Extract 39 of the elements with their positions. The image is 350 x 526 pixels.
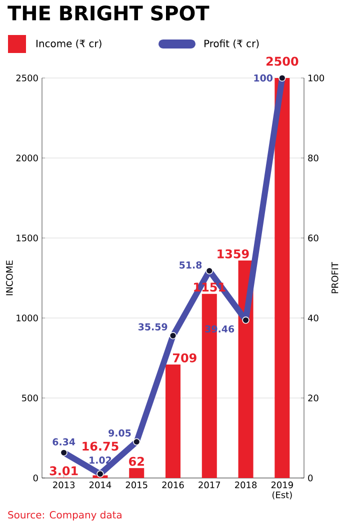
x-tick-label: 2017: [198, 482, 220, 488]
data-label: 709: [172, 353, 196, 362]
y2-tick-label: 20: [308, 394, 318, 402]
y2-tick-label: 40: [308, 314, 318, 322]
bar: [274, 78, 290, 478]
data-label: 9.05: [108, 429, 131, 437]
x-tick-label: 2019 (Est): [271, 482, 293, 500]
y-tick-label: 1000: [16, 314, 38, 322]
y-tick-label: 500: [22, 394, 38, 402]
legend-label: Income (₹ cr): [36, 40, 102, 48]
bar: [129, 468, 144, 478]
chart-title: THE BRIGHT SPOT: [8, 6, 210, 21]
y2-tick-label: 0: [308, 474, 313, 482]
y2-tick-label: 100: [308, 74, 324, 82]
data-label: 1359: [218, 249, 249, 258]
x-tick-label: 2014: [89, 482, 112, 488]
data-label: 100: [254, 74, 273, 82]
x-tick-label: 2013: [53, 482, 75, 488]
y2-tick-label: 60: [308, 234, 318, 242]
data-label: 6.34: [52, 438, 76, 446]
y2-tick-label: 80: [308, 154, 318, 162]
y-tick-label: 1500: [16, 234, 38, 242]
x-tick-label: 2018: [235, 482, 257, 488]
source-note: Source: Company data: [8, 510, 122, 520]
y-tick-label: 2500: [16, 74, 38, 82]
y-axis-title: INCOME: [6, 260, 13, 296]
data-label: 35.59: [138, 323, 168, 330]
data-label: 3.01: [50, 466, 78, 476]
legend-label: Profit (₹ cr): [204, 40, 259, 48]
y2-axis-title: PROFIT: [331, 262, 338, 294]
y-tick-label: 0: [33, 474, 38, 482]
bar: [166, 364, 180, 478]
data-label: 51.8: [180, 261, 202, 269]
data-label: 2500: [266, 56, 298, 66]
data-label: 16.75: [82, 442, 118, 451]
x-tick-label: 2015: [126, 482, 148, 488]
data-label: 62: [129, 456, 144, 466]
y-tick-label: 2000: [16, 154, 38, 162]
x-tick-label: 2016: [162, 482, 184, 488]
